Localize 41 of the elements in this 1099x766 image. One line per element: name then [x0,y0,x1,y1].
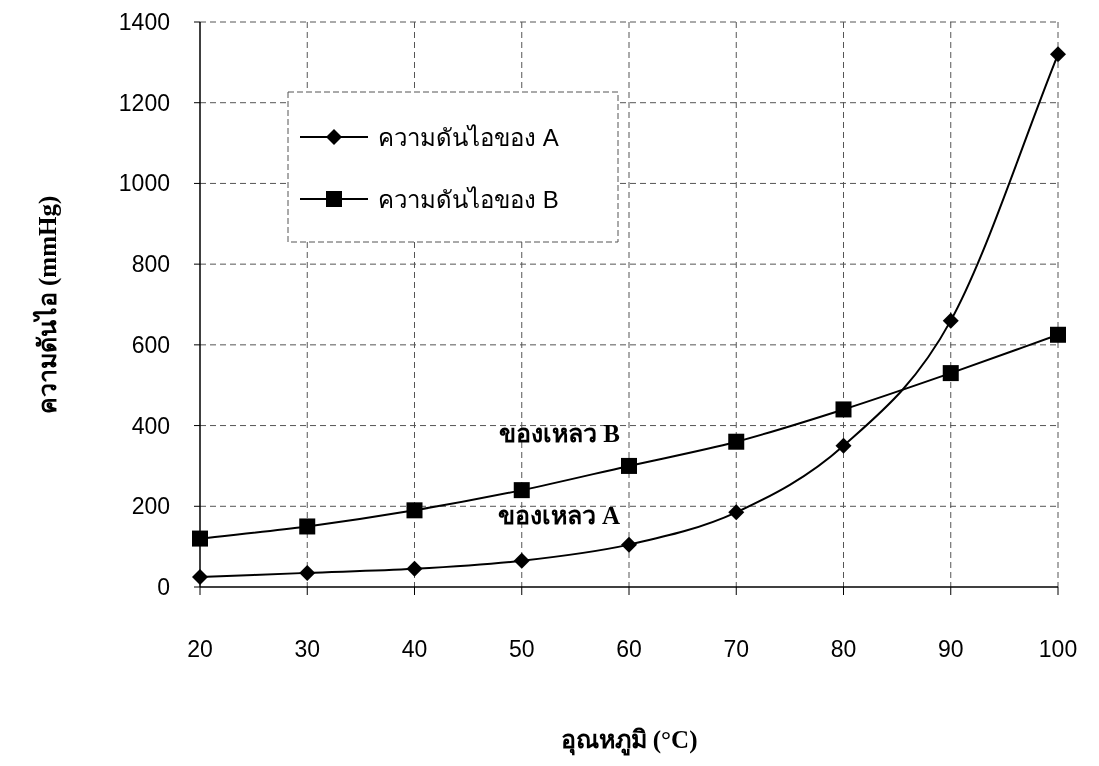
point [513,552,530,569]
point [513,482,530,499]
point [728,433,745,450]
y-tick-label: 1200 [118,89,170,116]
point [942,312,959,329]
point [835,401,852,418]
y-tick-label: 600 [131,331,170,358]
annotation: ของเหลว B [499,420,620,447]
x-tick-label: 60 [616,636,642,662]
y-tick-label: 400 [131,412,170,439]
y-tick-label: 200 [131,493,170,520]
point [835,437,852,454]
y-tick-label: 800 [131,251,170,278]
x-tick-label: 40 [401,636,428,662]
point [1050,326,1066,343]
legend-label: ความดันไอของ B [378,186,559,213]
x-axis-title: อุณหภูมิ (°C) [560,726,698,756]
point [299,518,316,535]
x-tick-label: 80 [830,636,857,662]
point [621,457,637,474]
point [942,365,959,382]
x-tick-label: 20 [187,636,213,662]
point [406,502,423,519]
point [406,560,423,577]
point [1050,46,1066,63]
y-tick-label: 1400 [118,9,170,35]
x-tick-label: 100 [1038,636,1078,662]
point [621,536,637,553]
legend-label: ความดันไอของ A [378,124,559,151]
x-tick-label: 70 [723,636,750,662]
x-tick-label: 90 [937,636,964,662]
x-tick-label: 30 [294,636,321,662]
y-axis-title: ความดันไอ (mmHg) [32,195,62,415]
x-tick-label: 50 [508,636,535,662]
y-tick-label: 0 [157,574,170,600]
point [299,564,316,581]
point [192,568,208,585]
point [728,504,745,521]
y-tick-label: 1000 [118,170,170,197]
annotation: ของเหลว A [497,502,620,529]
point [192,530,208,547]
